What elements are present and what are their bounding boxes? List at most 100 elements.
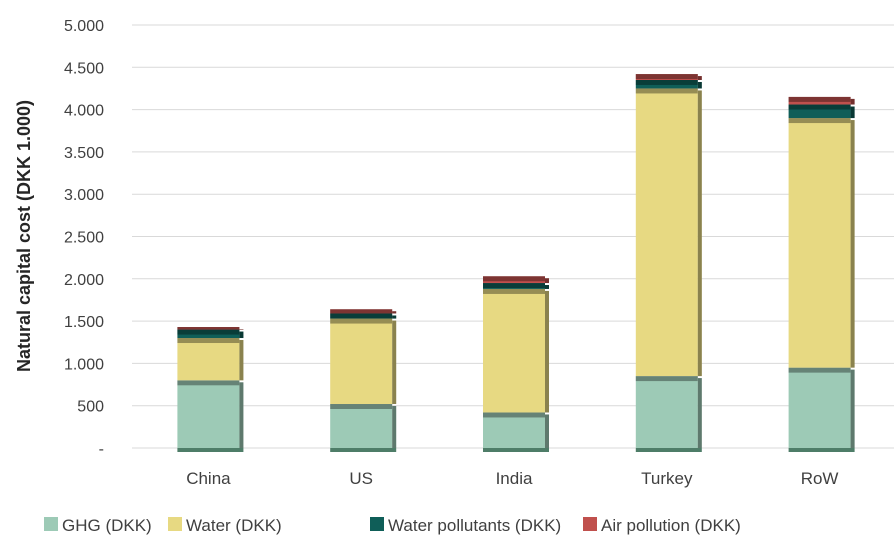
bar-segment — [635, 74, 698, 80]
y-tick-label: 1.000 — [64, 356, 104, 373]
bar-segment-side-shade — [392, 406, 397, 448]
bar-segment-side — [850, 369, 855, 448]
legend: GHG (DKK) Water (DKK) Water pollutants (DK… — [44, 516, 741, 535]
bar-base — [483, 448, 549, 452]
y-tick-label: - — [99, 441, 104, 458]
y-tick-label: 3.000 — [64, 187, 104, 204]
bar-segment — [177, 329, 240, 339]
bar-segment — [788, 367, 851, 448]
y-axis-ticks: - 500 1.000 1.500 2.000 2.500 3.000 3.500 4.000 4… — [64, 18, 104, 458]
bar-segment-side — [850, 120, 855, 368]
bar-segment — [788, 96, 851, 105]
bar-segment-top-edge — [330, 309, 393, 314]
bar-segment-side-shade — [850, 369, 855, 448]
y-tick-label: 3.500 — [64, 145, 104, 162]
bar-segment-side — [697, 76, 702, 80]
legend-label: GHG (DKK) — [62, 516, 152, 535]
bar-segment-top-edge — [635, 74, 698, 80]
bar-segment — [330, 404, 393, 448]
bar-segment-side-shade — [239, 340, 244, 381]
bar-segment-side-shade — [239, 329, 244, 330]
bar-segment-top-edge — [330, 404, 393, 410]
x-axis-ticks: China US India Turkey RoW — [186, 469, 838, 488]
bar-segment-side-shade — [850, 120, 855, 368]
bar-segment — [483, 283, 545, 289]
bar-segment — [483, 288, 545, 413]
y-tick-label: 5.000 — [64, 18, 104, 35]
legend-item: Water pollutants (DKK) — [370, 516, 561, 535]
legend-item: GHG (DKK) — [44, 516, 152, 535]
y-tick-label: 1.500 — [64, 314, 104, 331]
legend-swatch — [583, 517, 597, 531]
x-tick-label: India — [496, 469, 533, 488]
bar-segment-side — [392, 406, 397, 448]
bar-base — [788, 448, 855, 452]
bar-segment-side — [850, 98, 855, 105]
bar-segment-side — [239, 382, 244, 448]
bar-segment — [635, 88, 698, 377]
bar-segment-side — [239, 331, 244, 339]
bar-segment-top-edge — [788, 118, 851, 124]
y-tick-label: 4.000 — [64, 103, 104, 120]
bar-segment — [177, 338, 240, 381]
bar-segment-top-edge — [788, 367, 851, 373]
bar-segment-side — [697, 81, 702, 89]
x-tick-label: RoW — [801, 469, 839, 488]
bar-segment-top-edge — [635, 376, 698, 382]
bar-segment-top-edge — [483, 412, 545, 418]
bar-segment-top-edge — [177, 329, 240, 335]
bar-segment-side — [545, 278, 549, 284]
bar-group-china — [177, 327, 244, 452]
bar-segment-side-shade — [239, 331, 244, 339]
bar-segment — [635, 376, 698, 448]
bar-base — [330, 448, 397, 452]
y-tick-label: 2.500 — [64, 230, 104, 247]
bar-segment-side — [392, 320, 397, 405]
bar-group-india — [483, 276, 549, 452]
bar-base — [635, 448, 702, 452]
bar-segment-side — [697, 378, 702, 448]
legend-label: Water (DKK) — [186, 516, 282, 535]
y-tick-label: 2.000 — [64, 272, 104, 289]
bar-segment-side-shade — [697, 81, 702, 89]
bar-segment-side-shade — [392, 311, 397, 314]
y-tick-label: 500 — [77, 399, 104, 416]
legend-swatch — [44, 517, 58, 531]
bar-segment-side-shade — [545, 290, 549, 413]
y-axis-label: Natural capital cost (DKK 1.000) — [14, 100, 34, 372]
bar-segment-side — [239, 329, 244, 330]
bar-segment-side-shade — [545, 414, 549, 448]
bar-segment-top-edge — [788, 96, 851, 102]
bar-segment-side — [392, 311, 397, 314]
legend-swatch — [168, 517, 182, 531]
x-tick-label: China — [186, 469, 231, 488]
bar-base — [177, 448, 244, 452]
legend-label: Water pollutants (DKK) — [388, 516, 561, 535]
bar-segment — [635, 79, 698, 89]
bar-segment-side-shade — [697, 76, 702, 80]
bar-segment — [177, 327, 240, 330]
bar-segment-side — [850, 106, 855, 119]
legend-label: Air pollution (DKK) — [601, 516, 741, 535]
bar-segment-side-shade — [545, 278, 549, 284]
bar-segment — [177, 380, 240, 448]
bar-segment-top-edge — [483, 283, 545, 289]
bar-segment-side-shade — [850, 106, 855, 119]
legend-swatch — [370, 517, 384, 531]
bar-segment-top-edge — [330, 318, 393, 324]
bar-segment-top-edge — [635, 88, 698, 94]
bar-group-us — [330, 309, 397, 452]
legend-item: Air pollution (DKK) — [583, 516, 741, 535]
bar-segment-top-edge — [177, 338, 240, 344]
bar-segment-top-edge — [177, 327, 240, 330]
bar-segment — [483, 276, 545, 284]
bar-segment — [788, 104, 851, 119]
bar-segment-top-edge — [330, 313, 393, 319]
bar-segment — [788, 118, 851, 368]
bar-segment-side — [545, 285, 549, 289]
bar-group-turkey — [635, 74, 702, 452]
bar-segment — [330, 309, 393, 314]
bar-segment-side — [545, 414, 549, 448]
